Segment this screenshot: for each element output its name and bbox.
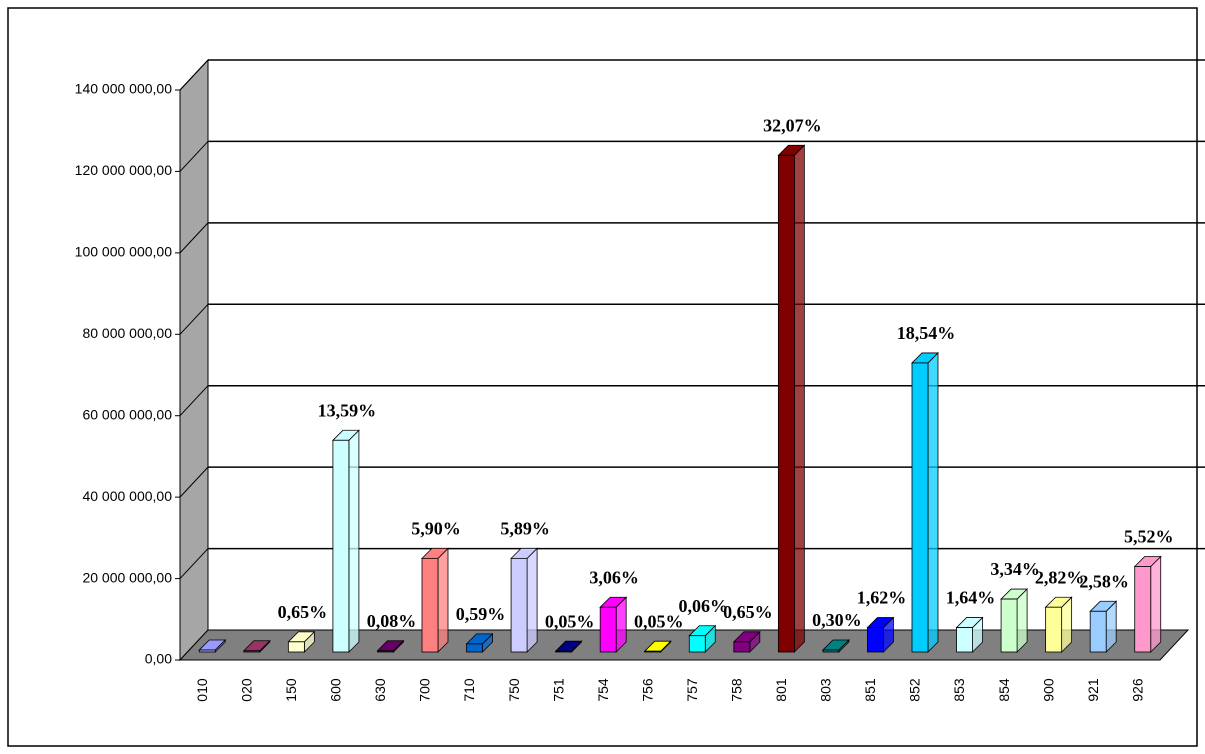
y-tick-label: 140 000 000,00 [75,81,173,97]
bar-side [526,547,538,653]
x-tick-label: 851 [862,678,878,702]
x-tick-label: 750 [506,678,522,702]
data-label: 1,62% [857,588,907,608]
x-tick-label: 710 [461,678,477,702]
bar [911,362,929,653]
grid-line [179,466,209,498]
y-tick-label: 80 000 000,00 [82,325,172,341]
bar [1089,610,1107,653]
bar [243,650,261,653]
x-tick-label: 010 [194,678,210,702]
x-tick-label: 757 [684,678,700,702]
bar [287,641,305,653]
x-tick-label: 921 [1085,678,1101,702]
bar-side [1150,555,1162,653]
data-label: 3,06% [589,567,639,587]
floor [178,629,1190,661]
bar [867,627,884,653]
data-label: 0,06% [679,596,729,616]
x-tick-label: 700 [417,678,433,702]
bar-side [1016,588,1028,653]
data-label: 0,65% [723,602,773,622]
data-label: 0,65% [278,602,328,622]
x-tick-label: 803 [818,678,834,702]
y-tick-label: 40 000 000,00 [82,488,172,504]
x-tick-label: 758 [729,678,745,702]
x-tick-label: 751 [550,678,566,702]
grid-line [179,59,209,91]
data-label: 32,07% [763,115,822,135]
x-tick-label: 854 [996,678,1012,702]
bar [956,627,973,653]
x-tick-label: 756 [639,678,655,702]
data-label: 0,59% [456,604,506,624]
bar [421,557,439,653]
bar [332,439,350,653]
x-tick-label: 852 [907,678,923,702]
data-label: 5,52% [1124,527,1174,547]
data-label: 5,90% [411,518,461,538]
bar [822,649,840,653]
bar [777,154,795,653]
bar-side [927,351,939,653]
bar [688,635,706,653]
data-label: 0,05% [634,611,684,631]
y-tick-label: 0,00 [145,651,172,667]
data-label: 2,82% [1035,567,1085,587]
y-tick-label: 60 000 000,00 [82,406,172,422]
bar-side [437,547,449,653]
side-wall [179,58,209,662]
x-tick-label: 801 [773,678,789,702]
x-tick-label: 150 [283,678,299,702]
data-label: 2,58% [1079,571,1129,591]
bar [555,650,573,653]
x-tick-label: 853 [951,678,967,702]
grid-line [179,222,209,254]
bar [1134,566,1152,653]
y-tick-label: 100 000 000,00 [75,244,173,260]
x-tick-label: 600 [328,678,344,702]
bar-side [793,144,805,653]
data-label: 5,89% [500,518,550,538]
chart-frame [7,7,1198,747]
x-tick-label: 754 [595,678,611,702]
data-label: 0,08% [367,611,417,631]
bar [599,606,617,653]
x-tick-label: 900 [1040,678,1056,702]
bar [733,641,751,653]
y-tick-label: 20 000 000,00 [82,569,172,585]
data-label: 13,59% [318,400,377,420]
grid-line [179,303,209,335]
data-label: 3,34% [990,559,1040,579]
grid-line [179,141,209,172]
bar [198,649,216,653]
bar [1000,598,1018,653]
data-label: 0,05% [545,611,595,631]
grid-line [179,548,209,579]
bar [644,650,662,653]
y-tick-label: 120 000 000,00 [75,162,173,178]
grid-line [179,385,209,417]
bar [377,650,394,653]
bar [466,643,483,653]
data-label: 0,30% [812,610,862,630]
data-label: 1,64% [946,588,996,608]
x-tick-label: 630 [372,678,388,702]
data-label: 18,54% [897,323,956,343]
x-tick-label: 020 [239,678,255,702]
x-tick-label: 926 [1129,678,1145,702]
bar [510,557,528,653]
bar [1045,606,1063,653]
bar-side [348,429,360,653]
